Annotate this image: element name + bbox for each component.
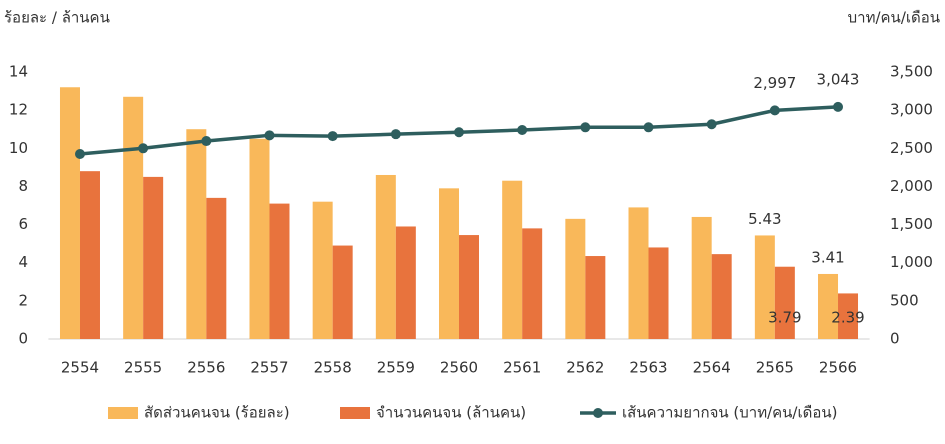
bar xyxy=(585,256,606,339)
bar xyxy=(691,216,712,339)
y2-tick-label: 0 xyxy=(890,330,900,348)
x-tick-label: 2560 xyxy=(440,359,478,377)
x-tick-label: 2564 xyxy=(693,359,731,377)
x-tick-label: 2566 xyxy=(819,359,857,377)
bar xyxy=(628,207,649,339)
x-tick-label: 2559 xyxy=(377,359,415,377)
bar xyxy=(711,254,732,339)
y-tick-label: 14 xyxy=(9,63,28,81)
bar xyxy=(502,180,523,339)
bar xyxy=(818,273,839,339)
data-label: 2.39 xyxy=(831,309,864,327)
bar xyxy=(439,188,459,339)
x-tick-label: 2562 xyxy=(566,359,604,377)
line-point xyxy=(454,127,464,138)
bar xyxy=(312,201,333,339)
data-label: 5.43 xyxy=(748,210,781,228)
line-point xyxy=(74,149,85,160)
x-tick-label: 2557 xyxy=(250,359,288,377)
data-label: 3.79 xyxy=(768,309,801,327)
bar xyxy=(754,235,775,339)
y2-tick-label: 500 xyxy=(890,291,919,309)
bar xyxy=(186,129,207,339)
x-tick-label: 2563 xyxy=(629,359,667,377)
y-axis-title: ร้อยละ / ล้านคน xyxy=(4,9,110,27)
bar xyxy=(565,218,586,339)
line-point xyxy=(706,119,717,130)
bar xyxy=(269,203,290,339)
x-tick-label: 2561 xyxy=(503,359,541,377)
line-point xyxy=(201,136,212,147)
y2-tick-label: 3,500 xyxy=(890,63,933,81)
y-tick-label: 10 xyxy=(9,139,28,157)
x-tick-label: 2554 xyxy=(61,359,99,377)
y2-axis-title: บาท/คน/เดือน xyxy=(848,9,940,27)
legend-swatch xyxy=(108,407,138,419)
y2-tick-label: 1,000 xyxy=(890,253,933,271)
legend-label: จำนวนคนจน (ล้านคน) xyxy=(376,404,526,422)
legend-label: สัดส่วนคนจน (ร้อยละ) xyxy=(144,404,290,422)
x-tick-label: 2558 xyxy=(314,359,352,377)
bar xyxy=(375,174,396,339)
data-label: 3.41 xyxy=(811,248,844,266)
y-tick-label: 4 xyxy=(18,253,28,271)
bar xyxy=(143,176,164,339)
line-point xyxy=(264,130,275,141)
y-tick-label: 0 xyxy=(18,330,28,348)
bar xyxy=(59,87,80,339)
y2-tick-label: 2,500 xyxy=(890,139,933,157)
bar xyxy=(395,226,416,339)
y2-tick-label: 1,500 xyxy=(890,215,933,233)
line-point xyxy=(769,105,780,116)
line-point xyxy=(643,122,654,133)
y-tick-label: 6 xyxy=(18,215,28,233)
x-tick-label: 2556 xyxy=(187,359,225,377)
x-tick-label: 2555 xyxy=(124,359,162,377)
bar xyxy=(648,247,669,339)
data-label: 2,997 xyxy=(753,74,796,92)
y2-tick-label: 2,000 xyxy=(890,177,933,195)
legend-swatch xyxy=(340,407,370,419)
bar xyxy=(774,266,795,339)
y-tick-label: 12 xyxy=(9,101,28,119)
bar xyxy=(79,171,100,339)
line-point xyxy=(390,129,401,140)
bar xyxy=(459,235,479,339)
y-tick-label: 2 xyxy=(18,291,28,309)
bar xyxy=(332,245,353,339)
line-point xyxy=(517,124,528,135)
bar xyxy=(249,138,270,339)
bar xyxy=(123,96,144,340)
line-point xyxy=(327,131,338,142)
line-point xyxy=(138,143,149,154)
bar xyxy=(838,293,859,339)
line-point xyxy=(833,101,844,112)
line-point xyxy=(580,122,591,133)
bar xyxy=(206,197,227,339)
legend-swatch xyxy=(593,408,603,418)
data-label: 3,043 xyxy=(817,70,860,88)
x-tick-label: 2565 xyxy=(756,359,794,377)
bar xyxy=(522,228,543,339)
y2-tick-label: 3,000 xyxy=(890,101,933,119)
y-tick-label: 8 xyxy=(18,177,28,195)
legend-label: เส้นความยากจน (บาท/คน/เดือน) xyxy=(622,404,837,422)
